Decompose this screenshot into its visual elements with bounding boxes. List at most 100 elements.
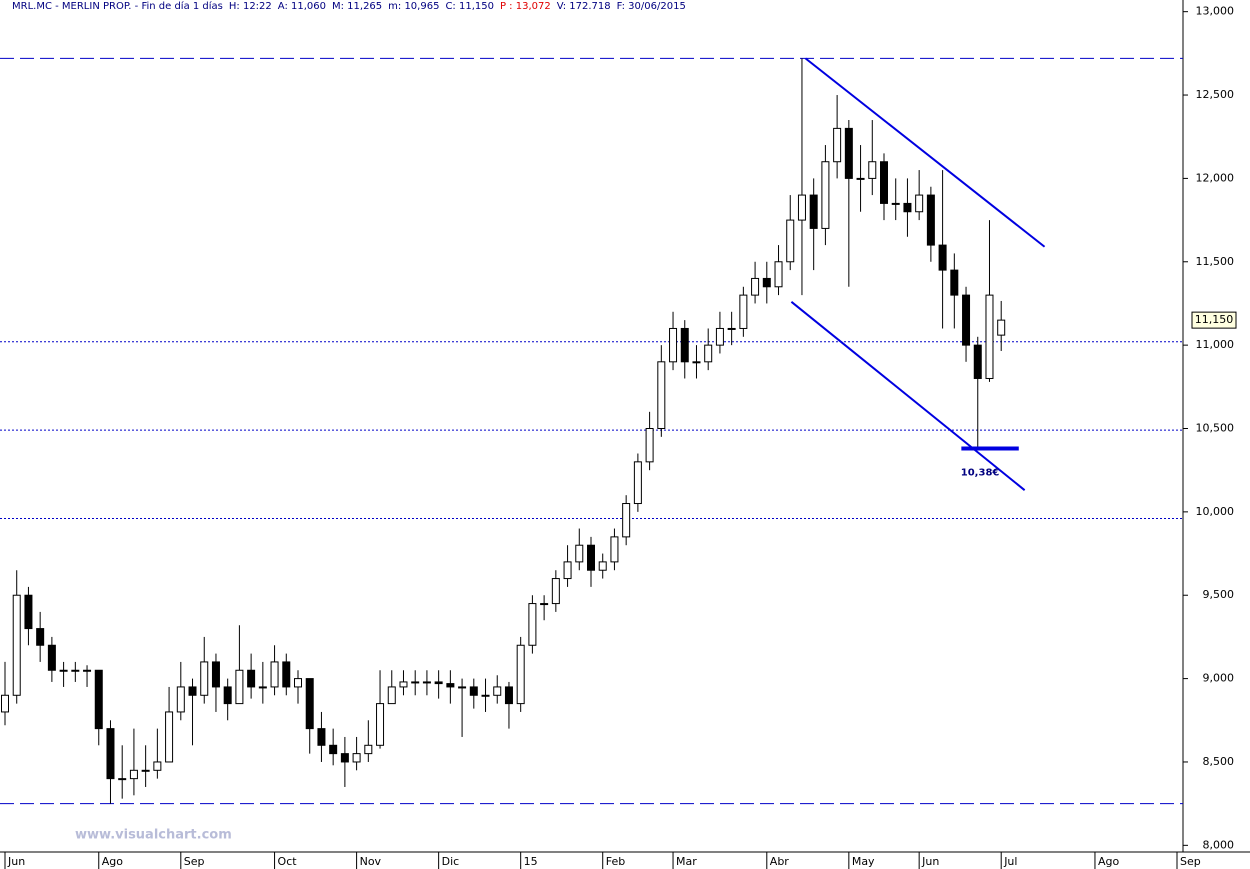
candle-body (657, 361, 666, 430)
x-tick-label: Sep (1180, 855, 1201, 868)
candle-body (211, 661, 220, 688)
candle-body (774, 261, 783, 288)
x-tick-label: Dic (442, 855, 460, 868)
trend-line (790, 301, 1026, 491)
header-field: MRL.MC - MERLIN PROP. - Fin de día 1 día… (12, 1, 223, 12)
candle-body (106, 728, 115, 780)
candle-body (481, 694, 490, 697)
candle-body (118, 778, 127, 781)
candle-body (997, 319, 1006, 336)
candle-body (610, 536, 619, 563)
candle-body (962, 294, 971, 346)
x-tick-label: Feb (606, 855, 625, 868)
candle-body (727, 327, 736, 330)
y-tick-label: 13,000 (1196, 5, 1235, 18)
x-tick-label: Jun (7, 855, 25, 868)
y-tick-label: 8,000 (1203, 838, 1235, 851)
x-tick-label: Nov (360, 855, 382, 868)
candle-body (645, 428, 654, 463)
candle-body (200, 661, 209, 696)
candle-body (704, 344, 713, 363)
candle-body (563, 561, 572, 580)
candle-body (352, 753, 361, 763)
candle-body (633, 461, 642, 505)
candle-body (129, 769, 138, 780)
candle-body (762, 277, 771, 288)
candle-body (903, 202, 912, 213)
candle-body (493, 686, 502, 696)
candle-body (458, 686, 467, 689)
y-tick-label: 11,500 (1196, 255, 1235, 268)
x-tick-label: Mar (676, 855, 697, 868)
y-tick-label: 11,000 (1196, 338, 1235, 351)
candle-body (786, 219, 795, 263)
candle-body (692, 361, 701, 364)
y-tick-label: 12,000 (1196, 171, 1235, 184)
candle-body (12, 594, 21, 696)
candle-body (985, 294, 994, 379)
candle-body (575, 544, 584, 563)
candle-body (294, 678, 302, 688)
header-field: H: 12:22 (228, 1, 272, 12)
candle-body (36, 628, 45, 646)
candle-body (387, 686, 396, 705)
candle-body (376, 703, 385, 746)
candle-body (153, 761, 162, 771)
header-field: A: 11,060 (277, 1, 326, 12)
x-tick-label: Jul (1003, 855, 1017, 868)
candle-body (270, 661, 279, 688)
candle-body (469, 686, 478, 696)
candle-body (950, 269, 959, 296)
candle-body (1, 694, 9, 713)
candle-body (587, 544, 595, 571)
candle-body (797, 194, 806, 221)
x-tick-label: Abr (770, 855, 790, 868)
candle-body (422, 681, 431, 684)
candle-body (680, 327, 689, 363)
y-tick-label: 9,500 (1203, 588, 1235, 601)
y-tick-label: 9,000 (1203, 672, 1235, 685)
candle-body (446, 683, 455, 688)
candle-body (504, 686, 513, 705)
candle-body (176, 686, 185, 713)
candle-body (282, 661, 291, 688)
x-tick-label: Sep (184, 855, 205, 868)
candle-body (47, 644, 56, 671)
candle-body (434, 681, 443, 685)
header-field: F: 30/06/2015 (616, 1, 686, 12)
candle-body (833, 127, 842, 163)
candle-body (821, 161, 830, 229)
candle-body (856, 177, 865, 180)
candle-body (516, 644, 525, 705)
candle-body (317, 728, 326, 746)
candle-body (551, 578, 560, 605)
y-tick-label: 10,500 (1196, 422, 1235, 435)
candle-body (938, 244, 947, 271)
header-field: P : 13,072 (499, 1, 551, 12)
candle-body (165, 711, 174, 763)
candle-body (223, 686, 232, 705)
candle-body (399, 681, 408, 688)
candle-body (141, 769, 150, 772)
candle-body (880, 161, 888, 204)
candle-body (891, 202, 900, 205)
candle-body (739, 294, 748, 329)
candle-body (305, 678, 314, 730)
annotation: 10,38€ (961, 468, 1000, 479)
y-tick-label: 12,500 (1196, 88, 1235, 101)
candle-body (340, 753, 349, 763)
header-field: m: 10,965 (388, 1, 440, 12)
candle-body (528, 603, 537, 646)
candle-body (751, 277, 760, 296)
candle-body (329, 744, 338, 755)
candle-body (71, 669, 80, 672)
x-tick-label: 15 (524, 855, 538, 868)
candle-body (411, 681, 420, 684)
candle-body (715, 327, 724, 346)
candle-body (915, 194, 924, 213)
y-tick-label: 8,500 (1203, 755, 1235, 768)
candle-body (247, 669, 256, 688)
candle-body (844, 127, 853, 179)
